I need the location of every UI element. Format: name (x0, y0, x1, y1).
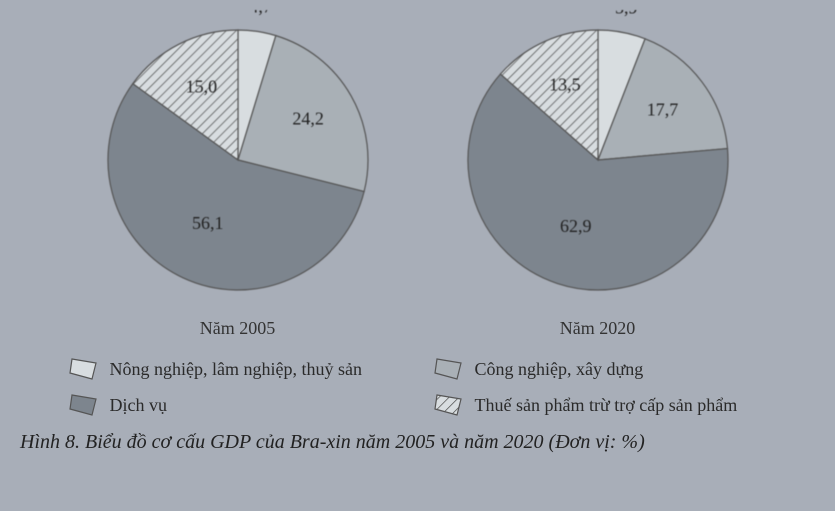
page: 4,7 24,2 56,1 15,0 Năm 2005 5,9 17,7 62,9 13,5… (0, 0, 835, 511)
pie-slice-label-services: 62,9 (559, 216, 591, 236)
legend-item-industry: Công nghiệp, xây dựng (433, 357, 768, 381)
legend-swatch-shape-agriculture (70, 359, 96, 379)
legend-label-agriculture: Nông nghiệp, lâm nghiệp, thuỷ sản (110, 359, 362, 380)
pie-slice-label-industry: 24,2 (292, 108, 324, 128)
chart-2020-wrap: 5,9 17,7 62,9 13,5 Năm 2020 (448, 10, 748, 339)
pie-slice-label-agriculture: 5,9 (615, 10, 638, 17)
pie-slice-label-agriculture: 4,7 (249, 10, 272, 16)
chart-2005-title: Năm 2005 (200, 318, 276, 339)
pie-slice-label-taxes: 13,5 (549, 75, 581, 95)
legend-item-services: Dịch vụ (68, 393, 403, 417)
legend-swatch-shape-services (70, 395, 96, 415)
pie-chart-2020: 5,9 17,7 62,9 13,5 (448, 10, 748, 310)
legend: Nông nghiệp, lâm nghiệp, thuỷ sản Công n… (68, 357, 768, 417)
legend-item-taxes: Thuế sản phẩm trừ trợ cấp sản phẩm (433, 393, 768, 417)
pie-slice-label-industry: 17,7 (646, 100, 678, 120)
legend-swatch-taxes (433, 393, 463, 417)
legend-label-industry: Công nghiệp, xây dựng (475, 359, 644, 380)
legend-swatch-services (68, 393, 98, 417)
pie-chart-2005: 4,7 24,2 56,1 15,0 (88, 10, 388, 310)
legend-swatch-industry (433, 357, 463, 381)
chart-2005-wrap: 4,7 24,2 56,1 15,0 Năm 2005 (88, 10, 388, 339)
figure-caption: Hình 8. Biểu đồ cơ cấu GDP của Bra-xin n… (0, 431, 835, 454)
legend-label-services: Dịch vụ (110, 395, 168, 416)
charts-row: 4,7 24,2 56,1 15,0 Năm 2005 5,9 17,7 62,9 13,5… (0, 0, 835, 339)
legend-swatch-shape-industry (435, 359, 461, 379)
legend-swatch-shape-taxes (435, 395, 461, 415)
chart-2020-title: Năm 2020 (560, 318, 636, 339)
legend-label-taxes: Thuế sản phẩm trừ trợ cấp sản phẩm (475, 395, 738, 416)
legend-swatch-agriculture (68, 357, 98, 381)
legend-item-agriculture: Nông nghiệp, lâm nghiệp, thuỷ sản (68, 357, 403, 381)
pie-slice-label-taxes: 15,0 (185, 76, 217, 96)
pie-slice-label-services: 56,1 (192, 213, 224, 233)
